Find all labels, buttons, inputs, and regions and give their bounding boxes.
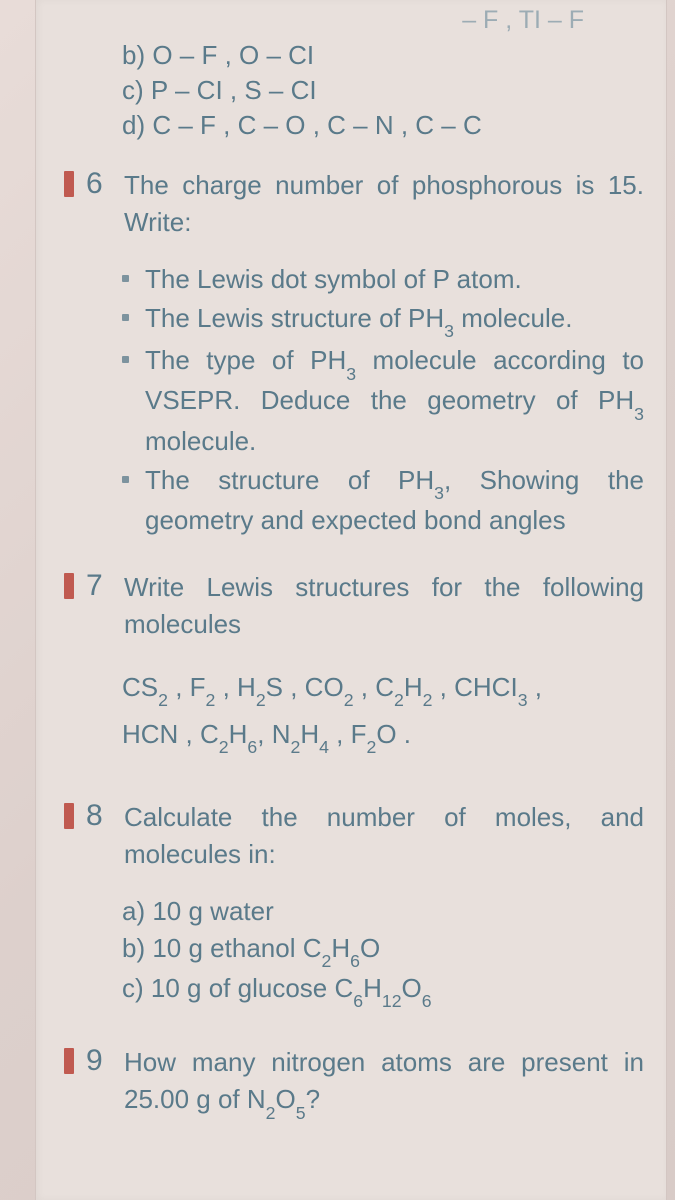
question-text: How many nitrogen atoms are present in 2… bbox=[124, 1044, 644, 1121]
partial-previous-question: – F , TI – F b) O – F , O – CI c) P – CI… bbox=[64, 0, 644, 143]
question-header: 9 How many nitrogen atoms are present in… bbox=[64, 1044, 644, 1121]
option-c: c) P – CI , S – CI bbox=[122, 73, 644, 108]
bullet-dot bbox=[122, 275, 129, 282]
question-number: 8 bbox=[86, 799, 112, 833]
option-b: b) 10 g ethanol C2H6O bbox=[122, 930, 644, 970]
formula-line: CS2 , F2 , H2S , CO2 , C2H2 , CHCI3 , bbox=[122, 665, 644, 712]
question-marker bbox=[64, 573, 74, 599]
option-d: d) C – F , C – O , C – N , C – C bbox=[122, 108, 644, 143]
option-a: a) 10 g water bbox=[122, 893, 644, 930]
page-surface: – F , TI – F b) O – F , O – CI c) P – CI… bbox=[35, 0, 667, 1200]
question-9: 9 How many nitrogen atoms are present in… bbox=[64, 1044, 644, 1121]
question-8: 8 Calculate the number of moles, and mol… bbox=[64, 799, 644, 1010]
question-text: The charge number of phosphorous is 15. … bbox=[124, 167, 644, 241]
question-7: 7 Write Lewis structures for the followi… bbox=[64, 569, 644, 759]
question-number: 9 bbox=[86, 1044, 112, 1078]
question-number: 7 bbox=[86, 569, 112, 603]
bullet-dot bbox=[122, 314, 129, 321]
question-marker bbox=[64, 171, 74, 197]
question-header: 6 The charge number of phosphorous is 15… bbox=[64, 167, 644, 241]
question-marker bbox=[64, 803, 74, 829]
bullet-text: The Lewis structure of PH3 molecule. bbox=[145, 300, 644, 340]
option-b: b) O – F , O – CI bbox=[122, 38, 644, 73]
question-marker bbox=[64, 1048, 74, 1074]
bullet-item: The type of PH3 molecule according to VS… bbox=[122, 342, 644, 460]
bullet-list: The Lewis dot symbol of P atom. The Lewi… bbox=[64, 261, 644, 539]
option-list: a) 10 g water b) 10 g ethanol C2H6O c) 1… bbox=[64, 893, 644, 1011]
bullet-text: The structure of PH3, Showing the geomet… bbox=[145, 462, 644, 539]
formula-line: HCN , C2H6, N2H4 , F2O . bbox=[122, 712, 644, 759]
bullet-item: The Lewis structure of PH3 molecule. bbox=[122, 300, 644, 340]
bullet-text: The type of PH3 molecule according to VS… bbox=[145, 342, 644, 460]
bullet-dot bbox=[122, 356, 129, 363]
bullet-dot bbox=[122, 476, 129, 483]
question-number: 6 bbox=[86, 167, 112, 201]
bullet-item: The Lewis dot symbol of P atom. bbox=[122, 261, 644, 298]
question-header: 7 Write Lewis structures for the followi… bbox=[64, 569, 644, 643]
question-text: Calculate the number of moles, and molec… bbox=[124, 799, 644, 873]
bullet-item: The structure of PH3, Showing the geomet… bbox=[122, 462, 644, 539]
cutoff-line: – F , TI – F bbox=[122, 4, 644, 38]
question-header: 8 Calculate the number of moles, and mol… bbox=[64, 799, 644, 873]
question-6: 6 The charge number of phosphorous is 15… bbox=[64, 167, 644, 539]
bullet-text: The Lewis dot symbol of P atom. bbox=[145, 261, 644, 298]
option-c: c) 10 g of glucose C6H12O6 bbox=[122, 970, 644, 1010]
question-text: Write Lewis structures for the following… bbox=[124, 569, 644, 643]
formula-list: CS2 , F2 , H2S , CO2 , C2H2 , CHCI3 , HC… bbox=[64, 665, 644, 759]
